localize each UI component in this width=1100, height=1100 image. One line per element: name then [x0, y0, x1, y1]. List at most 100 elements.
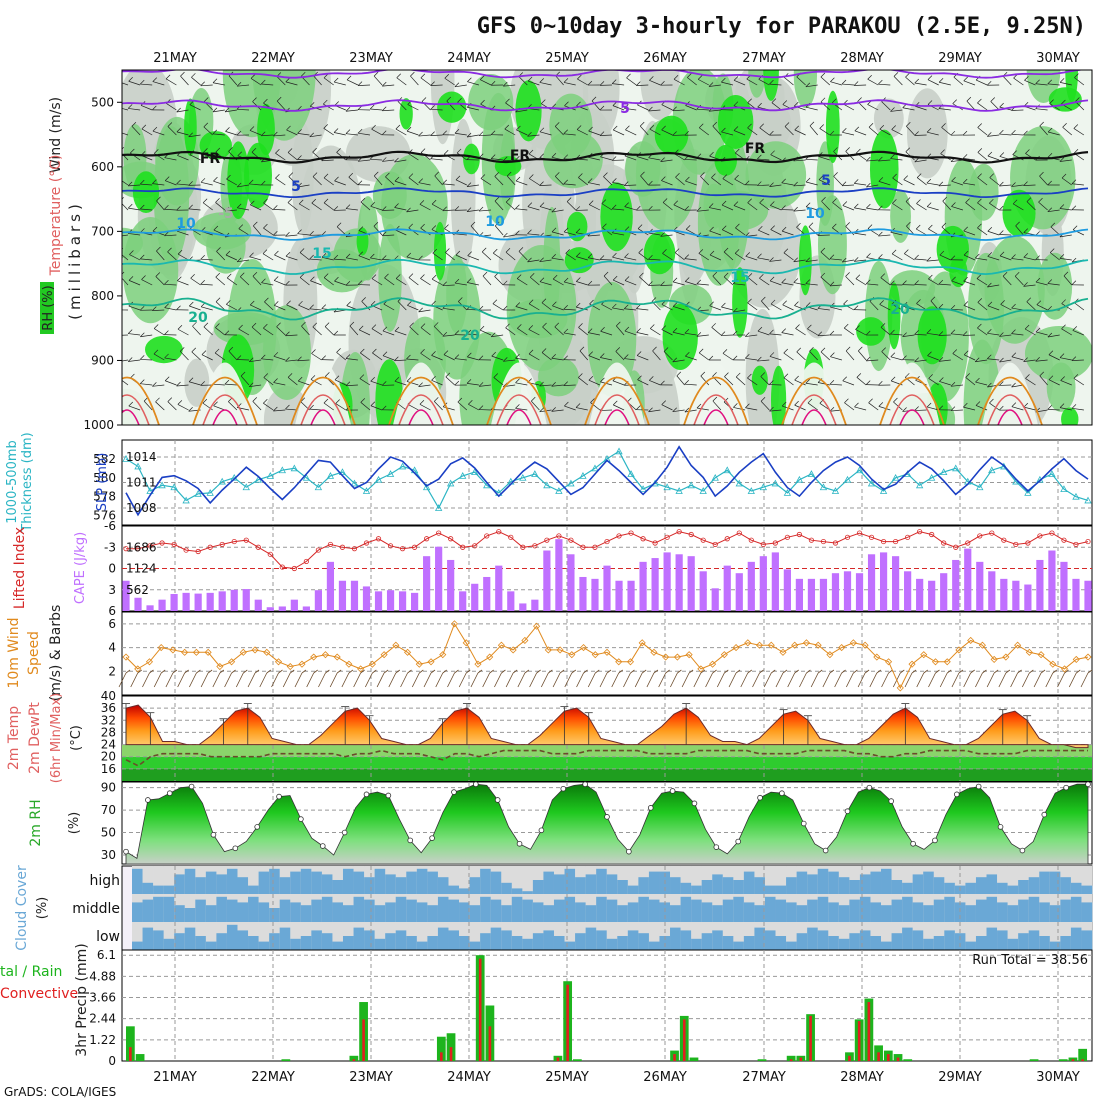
wind-barb-flag	[975, 401, 981, 406]
wind-barb	[868, 402, 879, 411]
cloud-cell	[501, 930, 513, 950]
wind-barb-flag	[431, 376, 436, 381]
wind-barb-flag	[333, 128, 339, 133]
surface-barb	[634, 672, 643, 688]
cloud-cell	[859, 896, 871, 922]
wind-label-c: (m/s) & Barbs	[48, 605, 64, 702]
wind-barb-flag	[950, 406, 956, 411]
wind-barb	[371, 278, 383, 286]
temp-label-d: (°C)	[69, 725, 84, 751]
wind-barb	[252, 401, 262, 411]
contour-35	[703, 409, 729, 425]
cloud-cell-bg	[997, 866, 1008, 894]
wind-barb-flag	[297, 376, 303, 382]
wind-barb-flag	[926, 178, 932, 184]
wind-barb	[820, 276, 831, 286]
wind-barb-flag	[927, 100, 933, 105]
wind-barb-flag	[723, 397, 729, 403]
wind-barb	[312, 176, 322, 186]
cloud-cell	[680, 896, 692, 922]
wind-point	[298, 660, 306, 668]
surface-barb-flag	[465, 669, 471, 674]
wind-point	[1049, 660, 1057, 668]
wind-barb-flag	[515, 230, 520, 235]
wind-barb	[661, 104, 673, 111]
wind-barb	[225, 254, 238, 261]
wind-barb-flag	[905, 147, 911, 152]
cape-bar	[964, 548, 972, 611]
wind-barb	[1026, 301, 1036, 311]
cloud-cell	[342, 936, 354, 950]
wind-barb-flag	[394, 377, 400, 382]
wind-barb-flag	[443, 350, 449, 355]
pressure-tick-label: 600	[91, 160, 114, 174]
cloud-cell	[311, 899, 323, 922]
bottom-date-label: 21MAY	[153, 1070, 197, 1085]
wind-barb-flag	[833, 172, 838, 177]
cloud-cell	[891, 880, 903, 894]
wind-barb-flag	[867, 74, 872, 80]
wind-barb	[420, 352, 431, 361]
surface-barb	[623, 672, 631, 688]
wind-barb-flag	[843, 323, 849, 329]
wind-barb	[757, 257, 770, 261]
wind-barb-flag	[236, 81, 242, 87]
wind-barb-flag	[829, 281, 835, 287]
surface-barb	[552, 672, 561, 688]
wind-barb-flag	[733, 201, 739, 206]
wind-barb-flag	[179, 347, 185, 352]
surface-barb	[834, 672, 842, 688]
wind-barb-flag	[297, 229, 302, 234]
wind-barb	[890, 231, 903, 236]
wind-barb-flag	[225, 127, 230, 132]
wind-barb-flag	[721, 302, 726, 308]
top-date-label: 28MAY	[840, 51, 884, 66]
temp-label-b: 2m DewPt	[27, 702, 43, 774]
surface-barb-flag	[970, 669, 975, 674]
wind-barb	[309, 408, 322, 411]
wind-barb	[156, 200, 165, 211]
wind-barb-flag	[442, 281, 447, 286]
wind-barb-flag	[480, 174, 486, 179]
wind-barb	[843, 103, 855, 111]
wind-barb	[141, 128, 153, 136]
surface-barb	[716, 672, 725, 688]
wind-barb-flag	[504, 124, 510, 130]
precip-total-bar	[757, 1059, 767, 1061]
rh-point	[473, 781, 479, 788]
surface-barb-flag	[278, 669, 283, 674]
wind-barb-flag	[977, 298, 983, 303]
wind-barb	[699, 127, 710, 136]
cape-bar	[1060, 561, 1068, 611]
wind-barb-flag	[285, 231, 290, 237]
cloud-cell	[364, 877, 375, 894]
wind-barb	[745, 357, 758, 361]
wind-barb-flag	[1023, 253, 1029, 258]
wind-barb-flag	[649, 76, 654, 81]
wind-barb-flag	[131, 121, 137, 127]
wind-barb	[263, 402, 274, 411]
wind-barb-flag	[371, 274, 377, 279]
pressure-tick-label: 1000	[83, 418, 114, 432]
wind-barb-flag	[709, 226, 714, 232]
wind-point	[943, 658, 951, 666]
wind-barb-flag	[724, 372, 729, 377]
wind-barb-flag	[612, 252, 617, 258]
wind-barb	[987, 230, 1000, 236]
wind-barb	[819, 128, 830, 136]
cloud-cell-bg	[775, 866, 787, 894]
wind-barb	[299, 203, 310, 211]
wind-barb-flag	[987, 151, 993, 157]
wind-barb	[1061, 177, 1073, 186]
wind-barb	[261, 358, 274, 361]
wind-barb-flag	[551, 382, 556, 387]
surface-barb-flag	[841, 669, 846, 674]
cape-bar	[651, 558, 659, 611]
wind-barb	[131, 125, 141, 136]
contour-label: FR	[510, 148, 531, 164]
wind-barb	[434, 401, 443, 411]
wind-barb-flag	[1074, 73, 1079, 78]
wind-barb-flag	[977, 148, 983, 153]
wind-barb	[963, 182, 976, 186]
wind-barb	[442, 334, 455, 337]
